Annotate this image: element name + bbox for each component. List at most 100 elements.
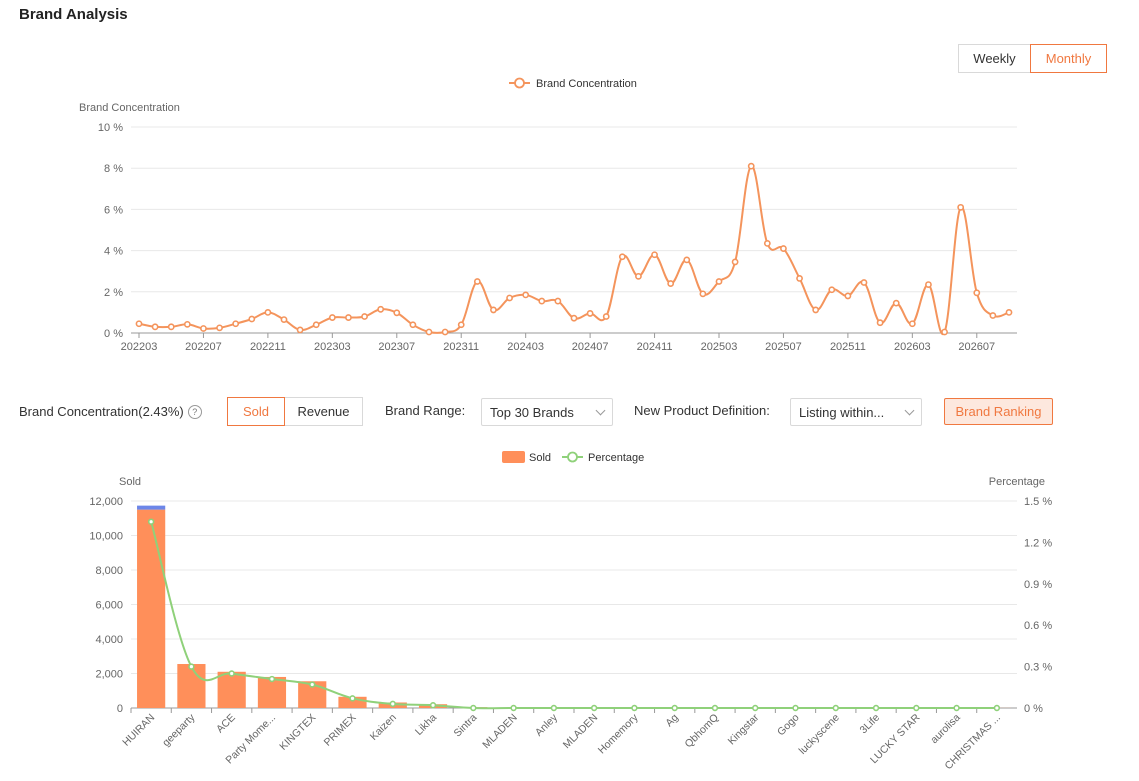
data-point[interactable] bbox=[183, 320, 191, 328]
data-point[interactable] bbox=[554, 297, 562, 305]
data-point[interactable] bbox=[473, 278, 481, 285]
data-point[interactable] bbox=[538, 297, 546, 305]
data-point[interactable] bbox=[747, 162, 755, 170]
x-tick-label: luckyscene bbox=[797, 712, 842, 757]
chart1-legend[interactable]: Brand Concentration bbox=[509, 77, 637, 90]
percentage-point[interactable] bbox=[510, 704, 517, 712]
percentage-point[interactable] bbox=[913, 704, 920, 712]
percentage-point[interactable] bbox=[671, 704, 678, 712]
help-icon[interactable]: ? bbox=[187, 405, 202, 419]
data-point[interactable] bbox=[796, 275, 803, 282]
percentage-point[interactable] bbox=[590, 704, 598, 712]
data-point[interactable] bbox=[715, 278, 723, 285]
data-point[interactable] bbox=[216, 324, 223, 332]
data-point[interactable] bbox=[522, 291, 530, 299]
data-point[interactable] bbox=[361, 313, 368, 320]
percentage-point[interactable] bbox=[711, 704, 719, 712]
bar-sold[interactable] bbox=[177, 664, 206, 708]
data-point[interactable] bbox=[151, 323, 159, 331]
percentage-point[interactable] bbox=[953, 704, 960, 712]
data-point[interactable] bbox=[908, 320, 916, 328]
data-point[interactable] bbox=[506, 294, 513, 302]
sold-button[interactable]: Sold bbox=[227, 397, 285, 426]
new-product-select[interactable]: Listing within... bbox=[790, 398, 922, 426]
data-point[interactable] bbox=[828, 286, 836, 294]
percentage-point[interactable] bbox=[550, 704, 558, 712]
y-tick-label-left: 12,000 bbox=[89, 496, 123, 508]
percentage-point[interactable] bbox=[752, 704, 759, 712]
bar-sold[interactable] bbox=[217, 671, 246, 708]
data-point[interactable] bbox=[812, 306, 820, 314]
data-point[interactable] bbox=[860, 279, 868, 286]
data-point[interactable] bbox=[570, 314, 578, 322]
data-point[interactable] bbox=[989, 312, 997, 319]
data-point[interactable] bbox=[248, 315, 256, 323]
percentage-point[interactable] bbox=[993, 704, 1001, 712]
percentage-point[interactable] bbox=[147, 518, 155, 525]
data-point[interactable] bbox=[232, 320, 240, 328]
x-tick-label: Sintra bbox=[452, 712, 480, 740]
percentage-point[interactable] bbox=[792, 704, 799, 712]
data-point[interactable] bbox=[425, 328, 433, 336]
data-point[interactable] bbox=[296, 326, 304, 334]
percentage-point[interactable] bbox=[631, 704, 638, 712]
data-point[interactable] bbox=[135, 320, 143, 328]
data-point[interactable] bbox=[280, 316, 288, 324]
data-point[interactable] bbox=[941, 328, 948, 336]
data-point[interactable] bbox=[651, 251, 658, 259]
data-point[interactable] bbox=[328, 314, 336, 321]
percentage-point[interactable] bbox=[470, 704, 477, 712]
data-point[interactable] bbox=[167, 323, 175, 331]
x-tick-label: MLADEN bbox=[480, 712, 519, 751]
data-point[interactable] bbox=[377, 305, 385, 313]
brand-range-select[interactable]: Top 30 Brands bbox=[481, 398, 613, 426]
data-point[interactable] bbox=[457, 321, 465, 329]
data-point[interactable] bbox=[1005, 308, 1013, 316]
data-point[interactable] bbox=[957, 203, 965, 211]
data-point[interactable] bbox=[409, 321, 417, 329]
data-point[interactable] bbox=[264, 308, 272, 316]
data-point[interactable] bbox=[763, 239, 771, 247]
data-point[interactable] bbox=[667, 280, 675, 287]
data-point[interactable] bbox=[731, 258, 739, 266]
data-point[interactable] bbox=[683, 256, 691, 264]
data-point[interactable] bbox=[345, 314, 352, 321]
percentage-point[interactable] bbox=[349, 695, 356, 702]
data-point[interactable] bbox=[892, 299, 900, 307]
data-point[interactable] bbox=[393, 309, 401, 317]
data-point[interactable] bbox=[200, 325, 207, 332]
data-point[interactable] bbox=[441, 328, 449, 336]
data-point[interactable] bbox=[635, 272, 642, 280]
data-point[interactable] bbox=[699, 290, 707, 298]
data-point[interactable] bbox=[780, 245, 787, 252]
data-point[interactable] bbox=[973, 289, 981, 297]
percentage-point[interactable] bbox=[228, 670, 235, 677]
chart2-legend-percentage[interactable]: Percentage bbox=[562, 451, 644, 464]
data-point[interactable] bbox=[618, 253, 626, 261]
y-tick-label: 8 % bbox=[104, 163, 123, 175]
bar-segment-top[interactable] bbox=[137, 505, 166, 510]
data-point[interactable] bbox=[312, 321, 320, 329]
data-point[interactable] bbox=[602, 313, 610, 320]
bar-sold[interactable] bbox=[338, 696, 367, 708]
percentage-point[interactable] bbox=[389, 700, 396, 708]
data-point[interactable] bbox=[490, 306, 497, 314]
bar-sold[interactable] bbox=[137, 509, 166, 708]
percentage-line bbox=[150, 521, 997, 710]
monthly-button[interactable]: Monthly bbox=[1030, 44, 1107, 73]
percentage-point[interactable] bbox=[309, 681, 316, 688]
data-point[interactable] bbox=[925, 281, 932, 288]
data-point[interactable] bbox=[586, 310, 594, 317]
brand-ranking-button[interactable]: Brand Ranking bbox=[944, 398, 1053, 425]
revenue-button[interactable]: Revenue bbox=[284, 397, 363, 426]
weekly-button[interactable]: Weekly bbox=[958, 44, 1031, 73]
data-point[interactable] bbox=[876, 319, 884, 327]
percentage-point[interactable] bbox=[268, 675, 276, 683]
data-point[interactable] bbox=[844, 292, 852, 300]
percentage-point[interactable] bbox=[832, 704, 839, 712]
percentage-point[interactable] bbox=[188, 663, 195, 670]
x-tick-label: 202403 bbox=[507, 341, 544, 353]
chart2-legend-sold[interactable]: Sold bbox=[502, 451, 551, 464]
percentage-point[interactable] bbox=[429, 702, 437, 709]
percentage-point[interactable] bbox=[872, 704, 880, 712]
